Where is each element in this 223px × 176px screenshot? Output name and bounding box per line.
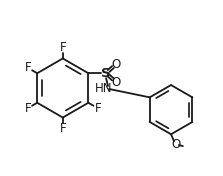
Text: O: O (111, 58, 121, 71)
Text: F: F (94, 102, 101, 115)
Text: HN: HN (95, 83, 113, 96)
Text: O: O (171, 138, 181, 151)
Text: S: S (101, 67, 111, 80)
Text: F: F (60, 41, 66, 54)
Text: O: O (111, 76, 121, 89)
Text: F: F (25, 61, 31, 74)
Text: F: F (25, 102, 31, 115)
Text: F: F (60, 122, 66, 135)
